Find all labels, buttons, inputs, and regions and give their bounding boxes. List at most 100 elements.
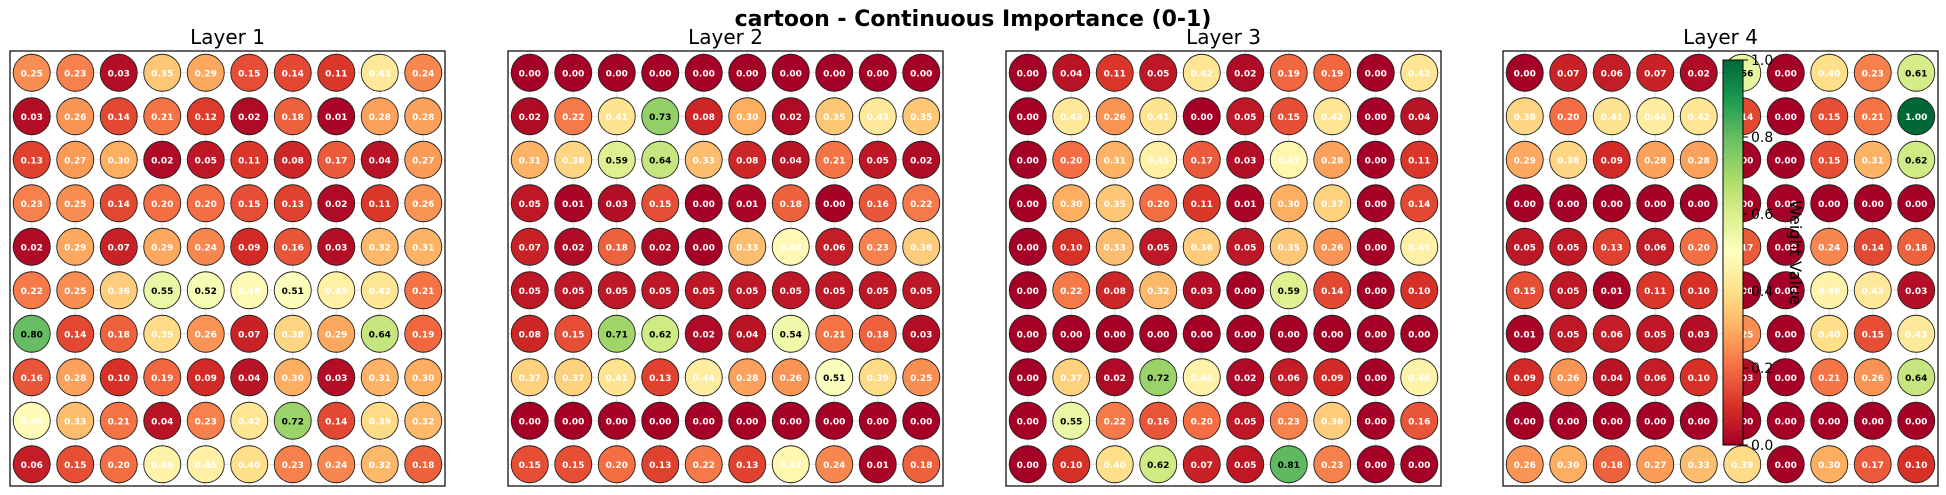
weight-label: 0.09 — [195, 374, 217, 384]
weight-label: 0.08 — [519, 330, 541, 340]
weight-label: 0.00 — [1017, 156, 1039, 166]
weight-circle — [1897, 358, 1936, 397]
weight-circle — [510, 227, 549, 266]
weight-label: 0.10 — [1688, 287, 1710, 297]
weight-circle — [1139, 227, 1178, 266]
weight-label: 0.13 — [736, 461, 758, 471]
weight-label: 0.31 — [1104, 156, 1126, 166]
weight-circle — [56, 53, 95, 92]
weight-circle — [1139, 445, 1178, 484]
weight-circle — [143, 271, 182, 310]
weight-label: 0.03 — [606, 200, 628, 210]
weight-circle — [1052, 358, 1091, 397]
weight-circle — [360, 358, 399, 397]
weight-label: 0.29 — [151, 243, 173, 253]
weight-circle — [1139, 401, 1178, 440]
panel-frame — [1502, 50, 1939, 487]
weight-label: 0.22 — [562, 113, 584, 123]
weight-circle — [186, 401, 225, 440]
weight-circle — [1505, 271, 1544, 310]
weight-circle — [597, 401, 636, 440]
weight-label: 0.62 — [1905, 156, 1927, 166]
weight-circle — [1679, 445, 1718, 484]
weight-circle — [12, 97, 51, 136]
weight-circle — [1182, 227, 1221, 266]
weight-label: 0.62 — [1147, 461, 1169, 471]
weight-circle — [273, 140, 312, 179]
weight-label: 0.14 — [64, 330, 86, 340]
weight-circle — [1313, 227, 1352, 266]
weight-label: 0.35 — [910, 113, 932, 123]
weight-circle — [1095, 445, 1134, 484]
weight-circle — [1008, 184, 1047, 223]
weight-label: 0.23 — [1321, 461, 1343, 471]
weight-circle — [404, 271, 443, 310]
weight-circle — [771, 271, 810, 310]
weight-circle — [1853, 227, 1892, 266]
weight-circle — [404, 358, 443, 397]
weight-circle — [858, 97, 897, 136]
weight-label: 0.26 — [1557, 374, 1579, 384]
weight-circle — [728, 227, 767, 266]
weight-label: 0.03 — [1191, 287, 1213, 297]
weight-label: 0.27 — [412, 156, 434, 166]
weight-circle — [1226, 227, 1265, 266]
weight-label: 0.15 — [64, 461, 86, 471]
weight-label: 0.20 — [1147, 200, 1169, 210]
weight-circle — [360, 401, 399, 440]
weight-label: 0.00 — [1557, 417, 1579, 427]
weight-label: 0.11 — [369, 200, 391, 210]
weight-label: 0.40 — [1818, 69, 1840, 79]
weight-circle — [1549, 140, 1588, 179]
weight-label: 0.05 — [910, 287, 932, 297]
weight-label: 0.03 — [1905, 287, 1927, 297]
weight-circle — [510, 140, 549, 179]
weight-circle — [902, 271, 941, 310]
weight-label: 0.05 — [1557, 287, 1579, 297]
weight-circle — [1182, 358, 1221, 397]
weight-circle — [1269, 358, 1308, 397]
weight-circle — [1810, 53, 1849, 92]
weight-circle — [771, 140, 810, 179]
weight-label: 0.00 — [693, 69, 715, 79]
weight-circle — [771, 227, 810, 266]
weight-label: 0.28 — [369, 113, 391, 123]
weight-label: 0.32 — [369, 243, 391, 253]
weight-circle — [360, 184, 399, 223]
panel-layer-2: Layer 2 0.00 0.00 0.00 0.00 0.00 0.00 0.00 0.00 0… — [507, 25, 944, 487]
weight-label: 0.22 — [910, 200, 932, 210]
weight-circle — [1182, 314, 1221, 353]
weight-circle — [815, 358, 854, 397]
weight-circle — [1356, 140, 1395, 179]
weight-label: 0.00 — [1017, 374, 1039, 384]
weight-label: 0.01 — [736, 200, 758, 210]
weight-label: 0.23 — [64, 69, 86, 79]
weight-circle — [1139, 140, 1178, 179]
colorbar-tick-label: 0.6 — [1751, 207, 1773, 223]
weight-circle — [99, 358, 138, 397]
weight-label: 0.48 — [238, 287, 260, 297]
weight-circle — [1269, 401, 1308, 440]
weight-circle — [99, 445, 138, 484]
weight-circle — [1549, 227, 1588, 266]
weight-label: 0.00 — [867, 69, 889, 79]
weight-label: 0.10 — [1408, 287, 1430, 297]
weight-circle — [1592, 184, 1631, 223]
weight-circle — [510, 53, 549, 92]
weight-label: 0.31 — [519, 156, 541, 166]
weight-circle — [1549, 271, 1588, 310]
weight-circle — [360, 97, 399, 136]
weight-label: 0.05 — [649, 287, 671, 297]
weight-circle — [684, 53, 723, 92]
weight-circle — [597, 97, 636, 136]
weight-label: 0.00 — [1365, 417, 1387, 427]
weight-label: 0.32 — [369, 461, 391, 471]
weight-circle — [1636, 271, 1675, 310]
weight-label: 0.28 — [1644, 156, 1666, 166]
weight-circle — [12, 314, 51, 353]
weight-label: 1.00 — [1905, 113, 1927, 123]
weight-label: 0.07 — [1644, 69, 1666, 79]
weight-circle — [99, 401, 138, 440]
weight-circle — [858, 227, 897, 266]
